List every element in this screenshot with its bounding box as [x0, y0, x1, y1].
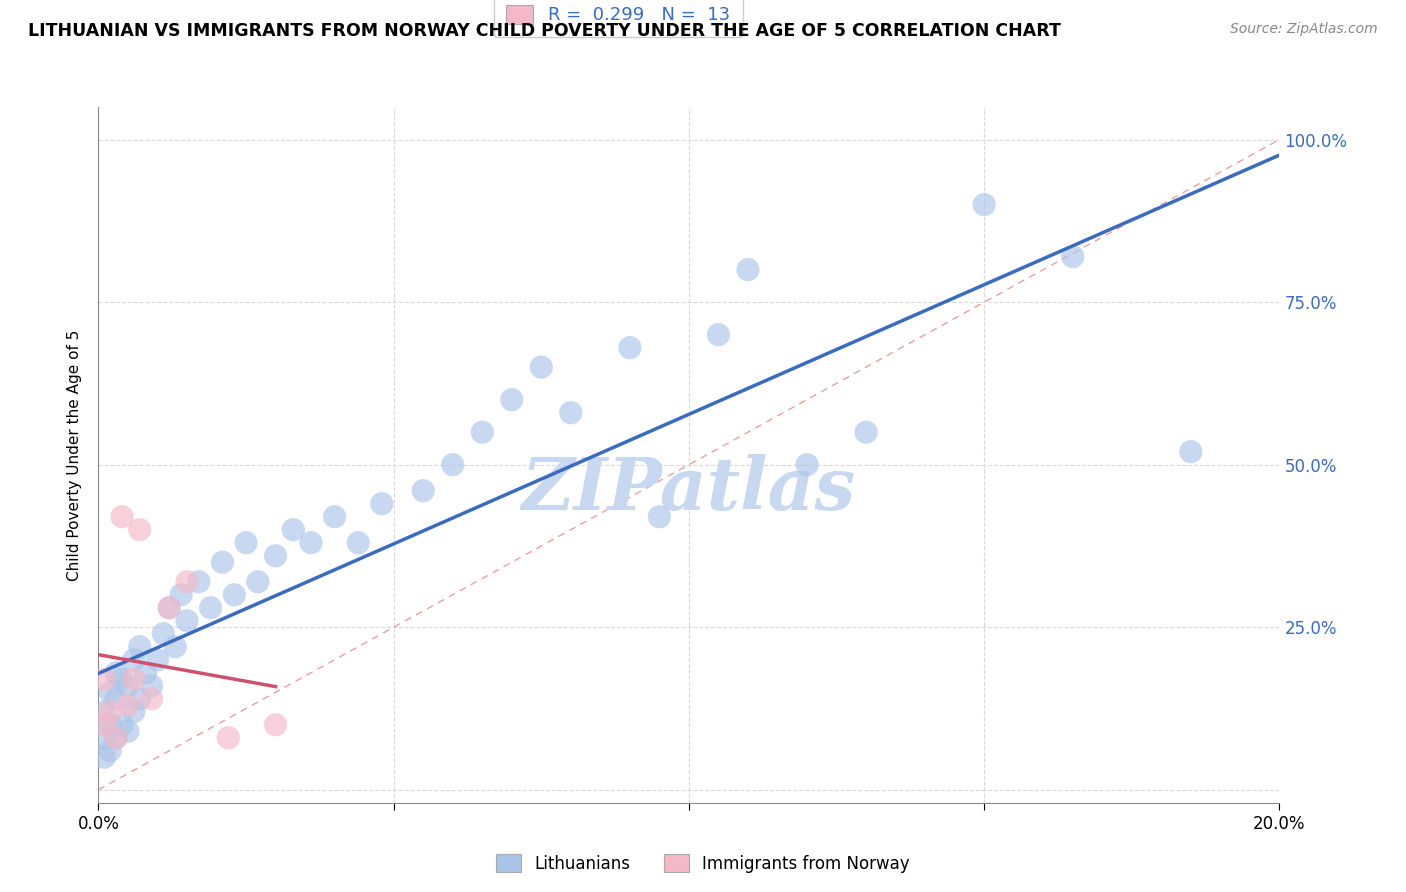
Point	[200, 600, 222, 615]
Point	[152, 626, 174, 640]
Point	[501, 392, 523, 407]
Point	[93, 705, 115, 719]
Point	[412, 483, 434, 498]
Point	[105, 731, 128, 745]
Point	[187, 574, 209, 589]
Point	[117, 724, 139, 739]
Point	[176, 614, 198, 628]
Point	[146, 653, 169, 667]
Point	[235, 535, 257, 549]
Point	[98, 718, 121, 732]
Point	[105, 731, 128, 745]
Point	[648, 509, 671, 524]
Point	[128, 640, 150, 654]
Point	[347, 535, 370, 549]
Point	[737, 262, 759, 277]
Y-axis label: Child Poverty Under the Age of 5: Child Poverty Under the Age of 5	[67, 329, 83, 581]
Point	[707, 327, 730, 342]
Point	[141, 691, 163, 706]
Point	[122, 672, 145, 686]
Point	[323, 509, 346, 524]
Point	[530, 360, 553, 375]
Point	[211, 555, 233, 569]
Point	[224, 588, 246, 602]
Point	[111, 672, 134, 686]
Point	[93, 718, 115, 732]
Point	[560, 406, 582, 420]
Point	[619, 341, 641, 355]
Point	[165, 640, 187, 654]
Point	[246, 574, 269, 589]
Point	[122, 653, 145, 667]
Point	[1180, 444, 1202, 458]
Point	[98, 744, 121, 758]
Point	[93, 731, 115, 745]
Point	[128, 523, 150, 537]
Point	[299, 535, 322, 549]
Point	[117, 679, 139, 693]
Point	[176, 574, 198, 589]
Point	[105, 691, 128, 706]
Point	[264, 718, 287, 732]
Point	[93, 750, 115, 764]
Text: LITHUANIAN VS IMMIGRANTS FROM NORWAY CHILD POVERTY UNDER THE AGE OF 5 CORRELATIO: LITHUANIAN VS IMMIGRANTS FROM NORWAY CHI…	[28, 22, 1062, 40]
Point	[157, 600, 180, 615]
Point	[157, 600, 180, 615]
Point	[1062, 250, 1084, 264]
Point	[141, 679, 163, 693]
Point	[122, 705, 145, 719]
Point	[264, 549, 287, 563]
Text: ZIPatlas: ZIPatlas	[522, 454, 856, 525]
Point	[93, 672, 115, 686]
Point	[973, 197, 995, 211]
Point	[98, 705, 121, 719]
Point	[117, 698, 139, 713]
Text: Source: ZipAtlas.com: Source: ZipAtlas.com	[1230, 22, 1378, 37]
Point	[135, 665, 157, 680]
Point	[128, 691, 150, 706]
Point	[471, 425, 494, 439]
Point	[371, 497, 394, 511]
Legend: R =  0.611   N =  52, R =  0.299   N =  13: R = 0.611 N = 52, R = 0.299 N = 13	[494, 0, 742, 37]
Point	[105, 665, 128, 680]
Point	[855, 425, 877, 439]
Point	[283, 523, 305, 537]
Legend: Lithuanians, Immigrants from Norway: Lithuanians, Immigrants from Norway	[489, 847, 917, 880]
Point	[111, 718, 134, 732]
Point	[98, 685, 121, 699]
Point	[441, 458, 464, 472]
Point	[796, 458, 818, 472]
Point	[217, 731, 239, 745]
Point	[170, 588, 193, 602]
Point	[111, 509, 134, 524]
